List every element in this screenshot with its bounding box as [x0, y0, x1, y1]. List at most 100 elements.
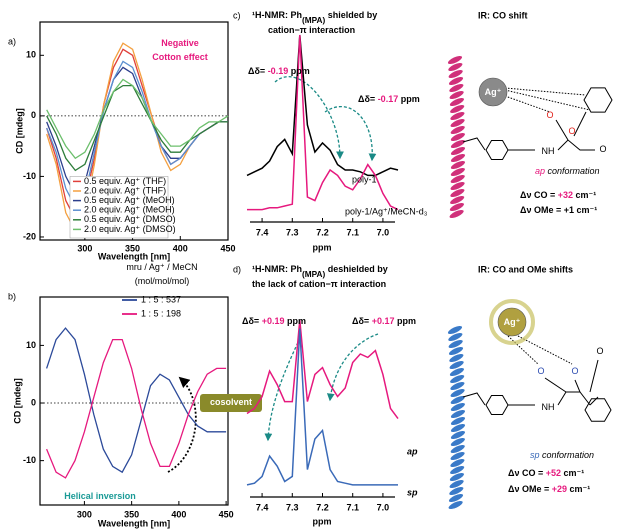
panel-title: the lack of cation−π interaction	[252, 279, 386, 289]
legend-label: 2.0 equiv. Ag⁺ (THF)	[84, 185, 166, 195]
text-part: ppm	[394, 316, 416, 326]
helix-turn	[448, 486, 464, 496]
text-part: cm⁻¹	[561, 468, 584, 478]
text-part: Ag⁺	[485, 87, 502, 97]
series-line	[45, 327, 227, 474]
annotation: Helical inversion	[64, 491, 136, 501]
text-part: the lack of cation−π interaction	[252, 279, 386, 289]
x-axis-label: Wavelength [nm]	[98, 518, 170, 528]
text-part: +0.17	[372, 316, 395, 326]
text-part: -0.19	[268, 66, 289, 76]
x-axis-label: ppm	[313, 516, 332, 526]
helix-turn	[450, 430, 466, 440]
ring	[584, 398, 612, 422]
plot-frame	[39, 21, 229, 241]
legend-label: 0.5 equiv. Ag⁺ (MeOH)	[84, 195, 175, 205]
annotation: Negative	[161, 38, 199, 48]
annotation: Δδ= +0.17 ppm	[352, 316, 416, 326]
x-tick-label: 350	[124, 509, 139, 519]
text-part: Δν CO =	[508, 468, 546, 478]
text-part: sp	[530, 450, 540, 460]
helix-turn	[447, 55, 463, 65]
legend-box	[69, 176, 169, 239]
series-label: sp	[407, 487, 418, 497]
helix-turn	[449, 181, 466, 191]
bond	[555, 111, 595, 151]
text-part: ¹H-NMR: Ph	[252, 10, 302, 20]
ir-text: ap conformation	[535, 166, 600, 176]
helix-turn	[450, 146, 466, 156]
ir-text: O	[596, 346, 603, 356]
text-part: (MPA)	[302, 270, 325, 279]
text-part: +32	[558, 190, 573, 200]
text-part: Δν CO =	[520, 190, 558, 200]
text-part: Negative	[161, 38, 199, 48]
helix-turn	[449, 188, 466, 198]
text-part: ap	[535, 166, 545, 176]
ir-title: IR: CO shift	[478, 10, 528, 20]
series-line	[45, 338, 227, 479]
y-tick-label: -10	[23, 455, 36, 465]
shift-arrow	[324, 106, 377, 162]
helix-turn	[449, 388, 466, 398]
annotation: Δδ= -0.19 ppm	[248, 66, 310, 76]
text-part: ppm	[398, 94, 420, 104]
helix-turn	[450, 444, 466, 454]
x-axis-label: ppm	[313, 242, 332, 252]
text-part: mru / Ag⁺ / MeCN	[126, 262, 197, 272]
helix-turn	[449, 465, 465, 475]
text-part: Δδ=	[358, 94, 378, 104]
helix-turn	[449, 118, 466, 128]
ir-text: O	[546, 110, 553, 120]
x-tick-label: 7.2	[316, 227, 329, 237]
series-line	[246, 34, 399, 177]
x-tick-label: 300	[77, 243, 92, 253]
helix-turn	[448, 346, 464, 356]
text-part: cosolvent	[210, 397, 252, 407]
helix-turn	[448, 479, 465, 489]
helix-turn	[449, 374, 465, 384]
y-axis-label: CD [mdeg]	[12, 378, 22, 424]
ir-text: O	[537, 366, 544, 376]
legend-label: 1 : 5 : 537	[141, 294, 181, 304]
metal-sphere	[497, 307, 527, 337]
shift-arrow	[274, 76, 344, 160]
annotation-box	[200, 394, 262, 412]
helix-turn	[448, 69, 464, 79]
text-part: Δδ=	[242, 316, 262, 326]
helix-turn	[448, 90, 465, 100]
ir-text: O	[599, 144, 606, 154]
x-axis-label: Wavelength [nm]	[98, 251, 170, 261]
helix-turn	[449, 97, 465, 107]
x-tick-label: 400	[171, 509, 186, 519]
panel-label: d)	[233, 264, 241, 274]
helix-turn	[449, 104, 465, 114]
helix-turn	[450, 160, 466, 170]
helix-turn	[447, 62, 464, 72]
y-tick-label: -20	[23, 231, 36, 241]
panel-label: c)	[233, 10, 241, 20]
x-tick-label: 450	[220, 243, 235, 253]
helix-turn	[450, 125, 466, 135]
text-part: O	[537, 366, 544, 376]
x-tick-label: 450	[219, 509, 234, 519]
series-line	[46, 78, 229, 160]
bond	[462, 137, 486, 151]
text-part: NH	[542, 402, 555, 412]
text-part: (mol/mol/mol)	[135, 276, 190, 286]
ir-text: Ag⁺	[485, 87, 502, 97]
series-label: poly-1/Ag⁺/MeCN-d₃	[345, 206, 428, 216]
ir-text: NH	[542, 402, 555, 412]
annotation: (mol/mol/mol)	[135, 276, 190, 286]
text-part: +0.19	[262, 316, 285, 326]
x-tick-label: 7.3	[286, 502, 299, 512]
shift-arrow	[326, 333, 379, 402]
text-part: +52	[546, 468, 561, 478]
panel-label: a)	[8, 36, 16, 46]
x-tick-label: 7.0	[377, 502, 390, 512]
text-part: Δν OMe = +1 cm⁻¹	[520, 205, 597, 215]
ir-text: Δν OMe = +29 cm⁻¹	[508, 484, 590, 494]
text-part: -0.17	[378, 94, 399, 104]
helix-turn	[449, 472, 465, 482]
